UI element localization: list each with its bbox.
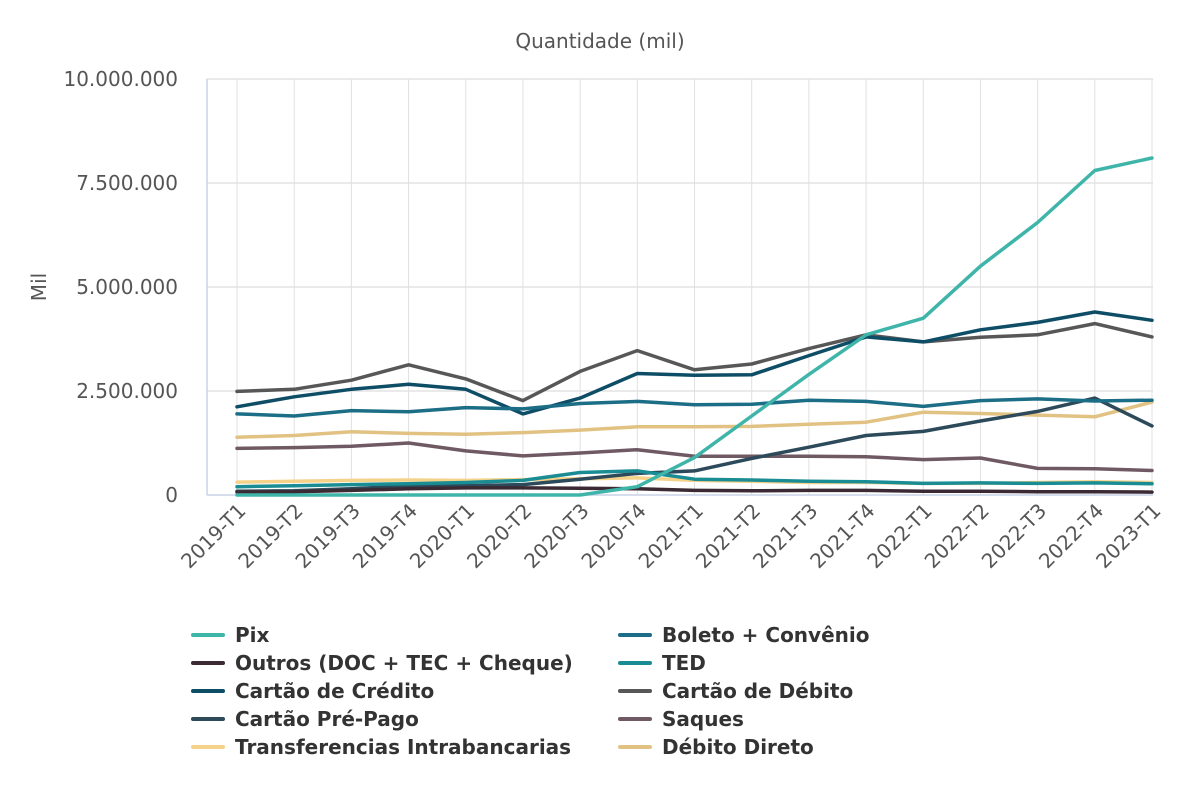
series-line-6 [235, 396, 1154, 494]
legend-item[interactable]: TED [618, 651, 706, 675]
series-line-4 [235, 310, 1154, 416]
x-tick-labels: 2019-T12019-T22019-T32019-T42020-T12020-… [176, 499, 1165, 573]
legend-label: Outros (DOC + TEC + Cheque) [235, 651, 573, 675]
legend-item[interactable]: Saques [618, 707, 744, 731]
legend-label: Débito Direto [662, 735, 814, 759]
series-line-0 [235, 156, 1154, 497]
legend-item[interactable]: Cartão de Débito [618, 679, 853, 703]
series-line-2 [235, 486, 1154, 494]
chart-title: Quantidade (mil) [515, 29, 684, 53]
series-lines [235, 156, 1154, 497]
y-tick-label: 5.000.000 [76, 275, 178, 299]
legend-item[interactable]: Transferencias Intrabancarias [191, 735, 571, 759]
legend-item[interactable]: Cartão de Crédito [191, 679, 434, 703]
y-tick-label: 7.500.000 [76, 171, 178, 195]
legend-label: Boleto + Convênio [662, 623, 869, 647]
legend-label: TED [662, 651, 706, 675]
legend-item[interactable]: Débito Direto [618, 735, 814, 759]
legend-label: Transferencias Intrabancarias [235, 735, 571, 759]
legend-label: Cartão Pré-Pago [235, 707, 419, 731]
y-tick-label: 10.000.000 [63, 67, 178, 91]
legend-label: Cartão de Crédito [235, 679, 434, 703]
y-tick-label: 2.500.000 [76, 379, 178, 403]
legend-label: Cartão de Débito [662, 679, 853, 703]
legend-item[interactable]: Pix [191, 623, 270, 647]
series-line-5 [235, 321, 1154, 403]
y-axis-label: Mil [27, 273, 51, 301]
legend: Pix Boleto + Convênio Outros (DOC + TEC + … [191, 623, 869, 759]
series-line-1 [235, 397, 1154, 418]
legend-item[interactable]: Boleto + Convênio [618, 623, 869, 647]
y-tick-labels: 0 2.500.000 5.000.000 7.500.000 10.000.000 [63, 67, 178, 507]
y-tick-label: 0 [165, 483, 178, 507]
legend-label: Pix [235, 623, 270, 647]
legend-item[interactable]: Outros (DOC + TEC + Cheque) [191, 651, 573, 675]
legend-label: Saques [662, 707, 744, 731]
series-line-9 [235, 400, 1154, 439]
legend-item[interactable]: Cartão Pré-Pago [191, 707, 419, 731]
series-line-3 [235, 469, 1154, 489]
